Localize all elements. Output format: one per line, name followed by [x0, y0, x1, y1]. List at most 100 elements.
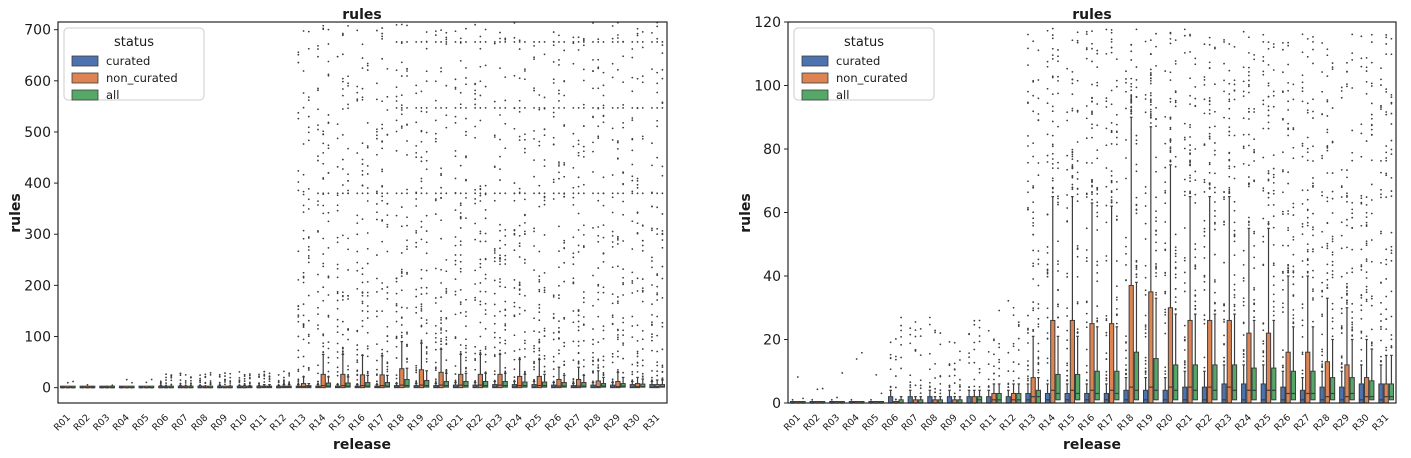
box-curated: [1201, 386, 1208, 404]
outlier-point: [1085, 249, 1088, 251]
ytick-label: 500: [24, 125, 51, 141]
outlier-point: [543, 96, 546, 99]
outlier-point: [1203, 76, 1206, 78]
outlier-point: [1032, 155, 1035, 158]
outlier-point: [1385, 278, 1388, 280]
outlier-point: [631, 248, 634, 250]
outlier-point: [1189, 123, 1191, 126]
box-non_curated: [536, 375, 542, 389]
outlier-point: [238, 370, 241, 373]
outlier-point: [1233, 209, 1236, 212]
outlier-point: [454, 192, 457, 195]
outlier-point: [978, 326, 981, 329]
outlier-point: [959, 385, 961, 388]
outlier-point: [577, 185, 580, 188]
outlier-point: [479, 94, 482, 97]
outlier-point: [1390, 176, 1393, 179]
outlier-point: [1233, 46, 1236, 48]
outlier-point: [533, 192, 535, 195]
outlier-point: [1115, 314, 1118, 317]
outlier-point: [1130, 83, 1133, 85]
outlier-point: [914, 329, 917, 332]
outlier-point: [190, 379, 192, 382]
outlier-point: [1253, 111, 1256, 113]
outlier-point: [400, 225, 403, 228]
outlier-point: [248, 376, 251, 379]
outlier-point: [1007, 386, 1010, 388]
outlier-point: [563, 195, 566, 198]
outlier-point: [524, 70, 526, 72]
outlier-point: [1046, 246, 1049, 248]
outlier-point: [880, 392, 883, 395]
outlier-point: [1365, 277, 1368, 279]
box-all: [482, 381, 489, 388]
outlier-point: [1164, 272, 1167, 274]
box-non_curated: [1148, 291, 1154, 404]
outlier-point: [327, 60, 330, 63]
outlier-point: [376, 343, 378, 345]
chart-left-title: rules: [342, 7, 382, 23]
outlier-point: [641, 329, 644, 332]
outlier-point: [1105, 331, 1108, 334]
outlier-point: [1228, 107, 1231, 110]
outlier-point: [1115, 218, 1118, 221]
outlier-point: [415, 306, 418, 309]
box-non_curated: [1089, 323, 1095, 404]
outlier-point: [1233, 294, 1236, 296]
xtick-label: R04: [111, 412, 132, 433]
outlier-point: [1155, 210, 1157, 213]
outlier-point: [1135, 204, 1138, 207]
outlier-point: [1057, 303, 1059, 306]
outlier-point: [611, 107, 614, 109]
outlier-point: [415, 366, 418, 369]
outlier-point: [524, 331, 526, 333]
outlier-point: [1130, 99, 1133, 102]
outlier-point: [366, 64, 369, 67]
outlier-point: [440, 340, 442, 343]
outlier-point: [1144, 289, 1147, 292]
outlier-point: [998, 342, 1001, 345]
outlier-point: [1189, 176, 1191, 179]
outlier-point: [543, 192, 546, 195]
outlier-point: [636, 179, 639, 182]
outlier-point: [499, 223, 501, 226]
outlier-point: [1380, 261, 1382, 264]
outlier-point: [493, 260, 496, 263]
outlier-point: [504, 286, 507, 289]
outlier-point: [631, 117, 634, 119]
outlier-point: [1248, 183, 1250, 186]
outlier-point: [302, 323, 305, 326]
outlier-point: [518, 110, 521, 113]
outlier-point: [395, 280, 398, 283]
outlier-point: [1326, 222, 1329, 225]
outlier-point: [1340, 247, 1343, 250]
outlier-point: [1385, 53, 1388, 56]
outlier-point: [1169, 151, 1172, 154]
outlier-point: [386, 109, 389, 111]
outlier-point: [400, 41, 403, 43]
outlier-point: [1262, 329, 1265, 332]
outlier-point: [1174, 165, 1177, 168]
outlier-point: [1174, 155, 1177, 158]
outlier-point: [302, 211, 305, 214]
outlier-point: [1248, 110, 1250, 113]
outlier-point: [420, 293, 423, 295]
outlier-point: [1071, 93, 1074, 96]
ytick-label: 120: [754, 15, 781, 31]
outlier-point: [493, 136, 496, 138]
outlier-point: [1032, 309, 1035, 312]
outlier-point: [484, 313, 487, 315]
outlier-point: [631, 138, 634, 141]
outlier-point: [524, 347, 526, 350]
outlier-point: [1032, 233, 1035, 236]
outlier-point: [1066, 369, 1069, 372]
outlier-point: [563, 162, 566, 164]
outlier-point: [347, 365, 349, 367]
outlier-point: [258, 384, 260, 386]
outlier-point: [159, 381, 162, 384]
outlier-point: [533, 347, 535, 350]
outlier-point: [631, 90, 634, 93]
outlier-point: [538, 140, 541, 143]
outlier-point: [317, 159, 319, 162]
